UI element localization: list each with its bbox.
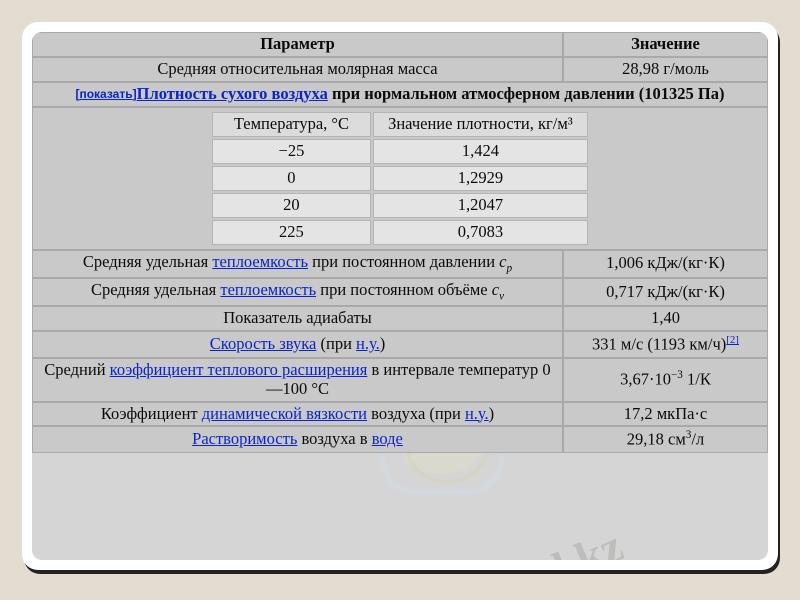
table-row: Скорость звука (при н.у.) 331 м/с (1193 … [32, 331, 768, 358]
link-thermal-expansion-coefficient[interactable]: коэффициент теплового расширения [109, 359, 368, 379]
density-column-header-temperature: Температура, °C [212, 111, 371, 137]
column-header-parameter: Параметр [32, 32, 563, 57]
density-cell-value: 1,2929 [372, 165, 588, 191]
link-normal-conditions[interactable]: н.у. [356, 333, 380, 353]
text-suffix: воздуха (при [367, 403, 465, 423]
cell-parameter-adiabatic-index: Показатель адиабаты [32, 306, 563, 332]
text-suffix: при постоянном объёме [316, 279, 492, 299]
slide-frame: Stud.kz Stud.kz Stud.kz Stud.kz Параметр [22, 22, 778, 570]
density-cell-value: 1,424 [372, 138, 588, 164]
cell-value-thermal-expansion: 3,67·10−3 1/К [563, 357, 768, 402]
density-header-rest: при нормальном атмосферном давлении (101… [327, 83, 725, 103]
cell-value-solubility: 29,18 см3/л [563, 426, 768, 453]
cell-value-dynamic-viscosity: 17,2 мкПа·с [563, 401, 768, 427]
text-end: ) [488, 403, 495, 423]
cell-value-specific-heat-v: 0,717 кДж/(кг·К) [563, 277, 768, 307]
text-mid: воздуха в [297, 429, 372, 449]
cell-value-molar-mass: 28,98 г/моль [563, 56, 768, 82]
cell-parameter-solubility: Растворимость воздуха в воде [32, 426, 563, 453]
symbol-cv-subscript: v [499, 290, 505, 303]
density-cell-value: 1,2047 [372, 192, 588, 218]
density-row: −25 1,424 [212, 138, 588, 164]
density-header-row: Температура, °C Значение плотности, кг/м… [212, 111, 588, 137]
table-row: Показатель адиабаты 1,40 [32, 306, 768, 332]
density-cell-value: 0,7083 [372, 219, 588, 245]
cell-parameter-thermal-expansion: Средний коэффициент теплового расширения… [32, 357, 563, 402]
text-suffix: при постоянном давлении [308, 251, 500, 271]
link-normal-conditions[interactable]: н.у. [464, 403, 489, 423]
table-row: Средняя удельная теплоемкость при постоя… [32, 249, 768, 278]
text-end: ) [379, 333, 386, 353]
text-suffix: в интервале температур 0—100 °C [266, 359, 551, 398]
value-exponent: 3 [685, 429, 692, 442]
table-row: Средняя удельная теплоемкость при постоя… [32, 277, 768, 307]
cell-value-speed-of-sound: 331 м/с (1193 км/ч)[2] [563, 331, 768, 358]
density-values-table: Температура, °C Значение плотности, кг/м… [210, 110, 590, 247]
density-cell-temperature: 0 [212, 165, 371, 191]
cell-parameter-specific-heat-v: Средняя удельная теплоемкость при постоя… [32, 277, 563, 307]
density-row: 20 1,2047 [212, 192, 588, 218]
cell-density-header: [показать]Плотность сухого воздуха при н… [32, 81, 768, 107]
cell-value-specific-heat-p: 1,006 кДж/(кг·К) [563, 249, 768, 278]
text-prefix: Средняя удельная [82, 251, 213, 271]
link-heat-capacity[interactable]: теплоемкость [212, 251, 309, 271]
watermark-text: Stud.kz [472, 519, 630, 560]
link-speed-of-sound[interactable]: Скорость звука [209, 333, 317, 353]
link-solubility[interactable]: Растворимость [192, 429, 298, 449]
table-row-density-table: Температура, °C Значение плотности, кг/м… [32, 106, 768, 250]
cell-parameter-speed-of-sound: Скорость звука (при н.у.) [32, 331, 563, 358]
cell-value-adiabatic-index: 1,40 [563, 306, 768, 332]
air-properties-table: Параметр Значение Средняя относительная … [32, 32, 768, 453]
value-unit: /л [691, 429, 705, 449]
density-row: 225 0,7083 [212, 219, 588, 245]
link-dynamic-viscosity[interactable]: динамической вязкости [201, 403, 368, 423]
table-row: Средняя относительная молярная масса 28,… [32, 56, 768, 82]
column-header-value: Значение [563, 32, 768, 57]
value-unit: 1/К [682, 369, 711, 389]
table-row: Растворимость воздуха в воде 29,18 см3/л [32, 426, 768, 453]
value-mantissa: 3,67·10 [620, 369, 671, 389]
text-prefix: Средняя удельная [90, 279, 221, 299]
cell-parameter-specific-heat-p: Средняя удельная теплоемкость при постоя… [32, 249, 563, 278]
bracket-open: [ [75, 86, 80, 101]
value-exponent: −3 [670, 369, 683, 382]
symbol-cp: c [499, 251, 507, 271]
link-water[interactable]: воде [371, 429, 403, 449]
density-column-header-density: Значение плотности, кг/м³ [372, 111, 588, 137]
text-prefix: Средний [44, 359, 110, 379]
density-cell-temperature: 225 [212, 219, 371, 245]
cell-density-subtable: Температура, °C Значение плотности, кг/м… [32, 106, 768, 250]
cell-parameter-molar-mass: Средняя относительная молярная масса [32, 56, 563, 82]
text-prefix: Коэффициент [100, 403, 202, 423]
density-row: 0 1,2929 [212, 165, 588, 191]
table-row: Коэффициент динамической вязкости воздух… [32, 401, 768, 427]
density-cell-temperature: −25 [212, 138, 371, 164]
table-row-density-header: [показать]Плотность сухого воздуха при н… [32, 81, 768, 107]
value-number: 29,18 см [626, 429, 686, 449]
table-header-row: Параметр Значение [32, 32, 768, 57]
symbol-cp-subscript: p [506, 262, 513, 275]
reference-marker[interactable]: [2] [726, 334, 739, 347]
text-mid: (при [316, 333, 357, 353]
show-toggle-link[interactable]: показать [79, 86, 133, 101]
cell-parameter-dynamic-viscosity: Коэффициент динамической вязкости воздух… [32, 401, 563, 427]
table-row: Средний коэффициент теплового расширения… [32, 357, 768, 402]
symbol-cv: c [491, 279, 500, 299]
density-cell-temperature: 20 [212, 192, 371, 218]
slide-content-area: Stud.kz Stud.kz Stud.kz Stud.kz Параметр [32, 32, 768, 560]
link-dry-air-density[interactable]: Плотность сухого воздуха [136, 83, 328, 103]
bracket-close: ] [132, 86, 137, 101]
value-text: 331 м/с (1193 км/ч) [592, 334, 727, 354]
link-heat-capacity[interactable]: теплоемкость [220, 279, 317, 299]
